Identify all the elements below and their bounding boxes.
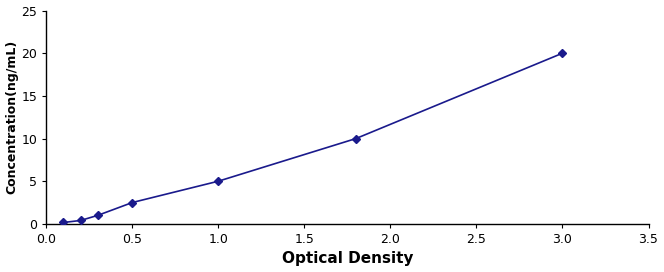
X-axis label: Optical Density: Optical Density <box>282 251 413 267</box>
Y-axis label: Concentration(ng/mL): Concentration(ng/mL) <box>5 40 19 194</box>
